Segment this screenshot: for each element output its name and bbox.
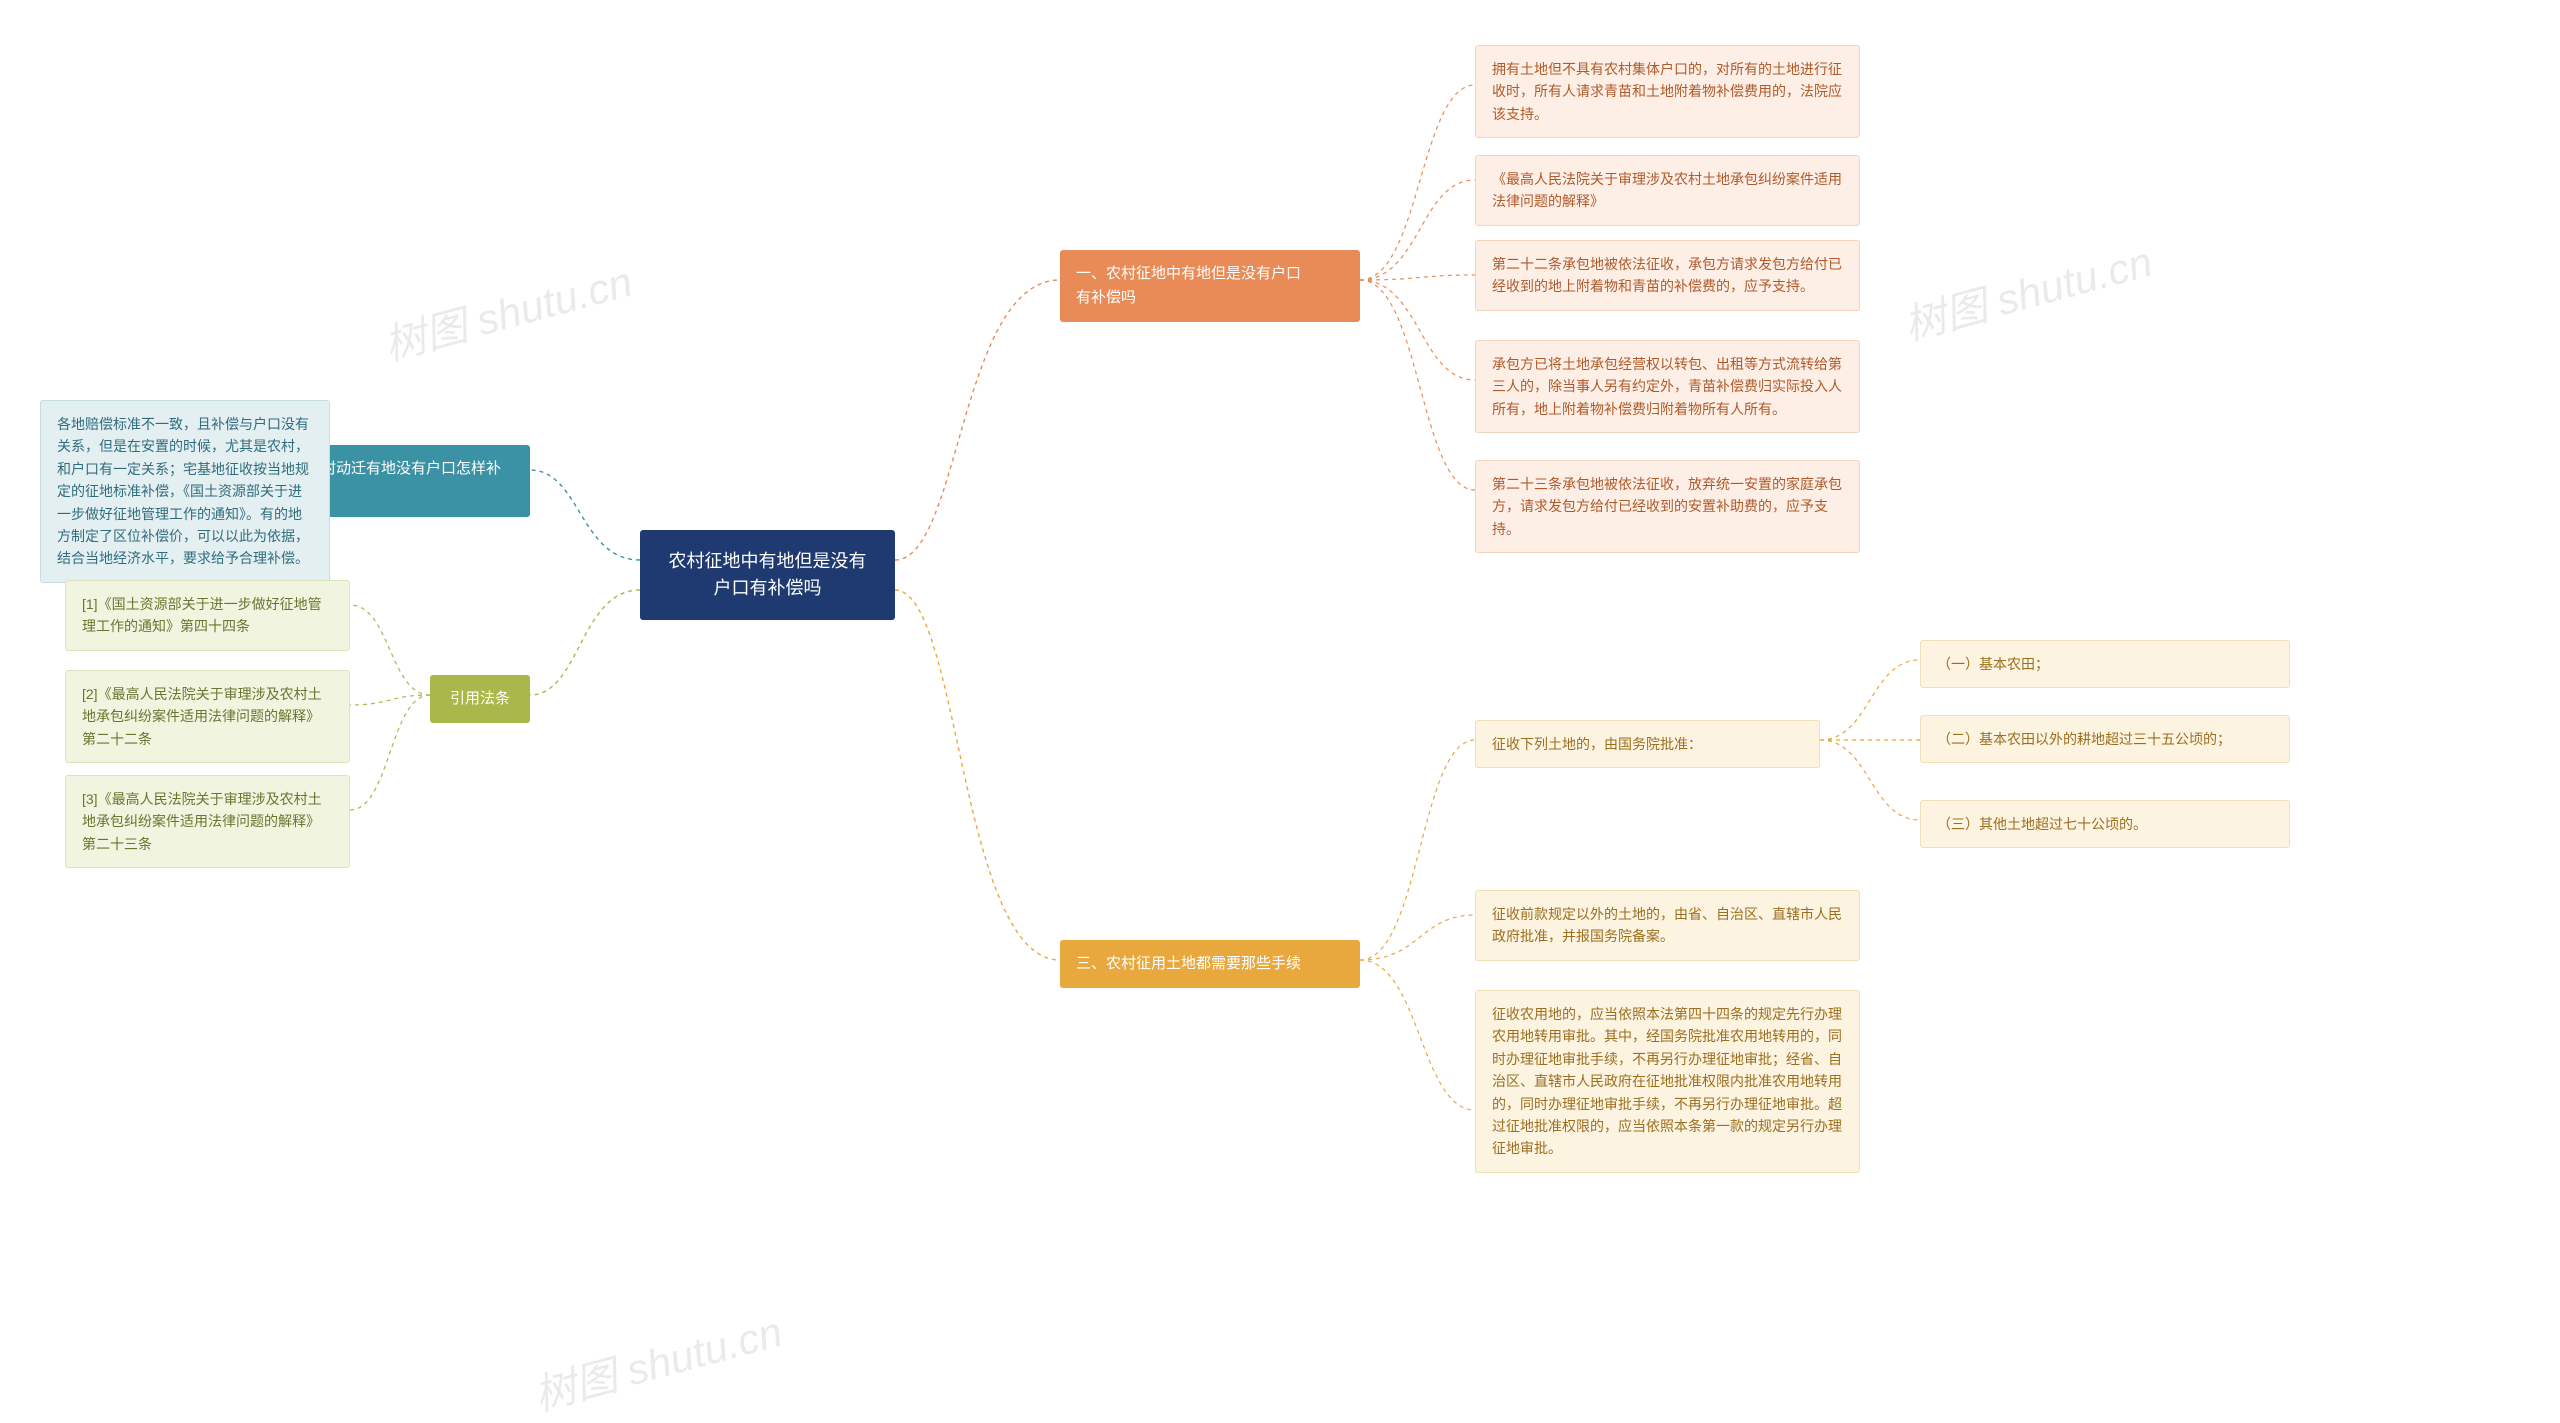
root-node[interactable]: 农村征地中有地但是没有 户口有补偿吗 (640, 530, 895, 620)
connector-layer (0, 0, 2560, 1380)
branch-one-leaf-4[interactable]: 第二十三条承包地被依法征收，放弃统一安置的家庭承包方，请求发包方给付已经收到的安… (1475, 460, 1860, 553)
watermark: 树图 shutu.cn (1896, 228, 2158, 353)
branch-three-leaf-1[interactable]: 征收农用地的，应当依照本法第四十四条的规定先行办理农用地转用审批。其中，经国务院… (1475, 990, 1860, 1173)
leaf-text: 征收前款规定以外的土地的，由省、自治区、直辖市人民政府批准，并报国务院备案。 (1492, 906, 1842, 944)
watermark: 树图 shutu.cn (376, 248, 638, 373)
leaf-text: [3]《最高人民法院关于审理涉及农村土地承包纠纷案件适用法律问题的解释》第二十三… (82, 791, 322, 852)
leaf-text: 征收下列土地的，由国务院批准： (1492, 736, 1702, 752)
branch-ref[interactable]: 引用法条 (430, 675, 530, 723)
branch-three-sub-2[interactable]: （三）其他土地超过七十公顷的。 (1920, 800, 2290, 848)
leaf-text: （三）其他土地超过七十公顷的。 (1937, 816, 2147, 832)
branch-ref-leaf-2[interactable]: [3]《最高人民法院关于审理涉及农村土地承包纠纷案件适用法律问题的解释》第二十三… (65, 775, 350, 868)
leaf-text: 承包方已将土地承包经营权以转包、出租等方式流转给第三人的，除当事人另有约定外，青… (1492, 356, 1842, 417)
leaf-text: 第二十二条承包地被依法征收，承包方请求发包方给付已经收到的地上附着物和青苗的补偿… (1492, 256, 1842, 294)
branch-three-sub-1[interactable]: （二）基本农田以外的耕地超过三十五公顷的； (1920, 715, 2290, 763)
branch-one-leaf-3[interactable]: 承包方已将土地承包经营权以转包、出租等方式流转给第三人的，除当事人另有约定外，青… (1475, 340, 1860, 433)
leaf-text: 征收农用地的，应当依照本法第四十四条的规定先行办理农用地转用审批。其中，经国务院… (1492, 1006, 1842, 1156)
branch-one-label: 一、农村征地中有地但是没有户口 有补偿吗 (1076, 265, 1301, 306)
branch-three[interactable]: 三、农村征用土地都需要那些手续 (1060, 940, 1360, 988)
watermark: 树图 shutu.cn (526, 1298, 788, 1423)
leaf-text: [1]《国土资源部关于进一步做好征地管理工作的通知》第四十四条 (82, 596, 322, 634)
branch-one[interactable]: 一、农村征地中有地但是没有户口 有补偿吗 (1060, 250, 1360, 322)
branch-ref-leaf-0[interactable]: [1]《国土资源部关于进一步做好征地管理工作的通知》第四十四条 (65, 580, 350, 651)
leaf-text: （二）基本农田以外的耕地超过三十五公顷的； (1937, 731, 2231, 747)
branch-one-leaf-2[interactable]: 第二十二条承包地被依法征收，承包方请求发包方给付已经收到的地上附着物和青苗的补偿… (1475, 240, 1860, 311)
branch-three-label: 三、农村征用土地都需要那些手续 (1076, 955, 1301, 972)
branch-three-intro[interactable]: 征收下列土地的，由国务院批准： (1475, 720, 1820, 768)
leaf-text: 《最高人民法院关于审理涉及农村土地承包纠纷案件适用法律问题的解释》 (1492, 171, 1842, 209)
branch-ref-label: 引用法条 (450, 690, 510, 707)
leaf-text: 各地赔偿标准不一致，且补偿与户口没有关系，但是在安置的时候，尤其是农村，和户口有… (57, 416, 309, 566)
branch-three-leaf-0[interactable]: 征收前款规定以外的土地的，由省、自治区、直辖市人民政府批准，并报国务院备案。 (1475, 890, 1860, 961)
branch-one-leaf-0[interactable]: 拥有土地但不具有农村集体户口的，对所有的土地进行征收时，所有人请求青苗和土地附着… (1475, 45, 1860, 138)
leaf-text: （一）基本农田； (1937, 656, 2049, 672)
branch-two-leaf-0[interactable]: 各地赔偿标准不一致，且补偿与户口没有关系，但是在安置的时候，尤其是农村，和户口有… (40, 400, 330, 583)
leaf-text: [2]《最高人民法院关于审理涉及农村土地承包纠纷案件适用法律问题的解释》第二十二… (82, 686, 322, 747)
branch-three-sub-0[interactable]: （一）基本农田； (1920, 640, 2290, 688)
leaf-text: 第二十三条承包地被依法征收，放弃统一安置的家庭承包方，请求发包方给付已经收到的安… (1492, 476, 1842, 537)
root-label: 农村征地中有地但是没有 户口有补偿吗 (669, 551, 867, 598)
branch-one-leaf-1[interactable]: 《最高人民法院关于审理涉及农村土地承包纠纷案件适用法律问题的解释》 (1475, 155, 1860, 226)
branch-ref-leaf-1[interactable]: [2]《最高人民法院关于审理涉及农村土地承包纠纷案件适用法律问题的解释》第二十二… (65, 670, 350, 763)
leaf-text: 拥有土地但不具有农村集体户口的，对所有的土地进行征收时，所有人请求青苗和土地附着… (1492, 61, 1842, 122)
